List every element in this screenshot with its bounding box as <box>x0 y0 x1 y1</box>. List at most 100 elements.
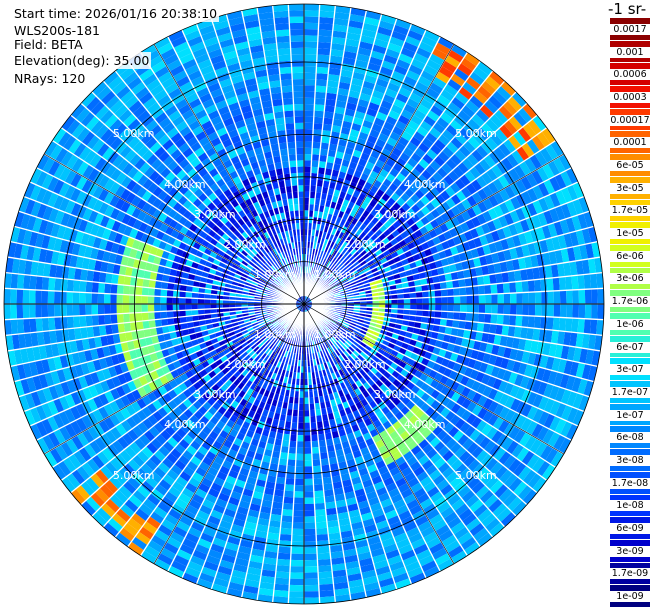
ray-cell <box>126 257 135 268</box>
ray-cell <box>136 467 150 481</box>
ray-cell <box>29 304 36 319</box>
ray-cell <box>350 444 360 453</box>
ray-cell <box>96 85 112 101</box>
ray-cell <box>149 454 162 467</box>
ray-cell <box>148 380 158 392</box>
ray-cell <box>467 476 481 490</box>
ray-cell <box>91 138 105 154</box>
ray-cell <box>157 71 173 84</box>
ray-cell <box>179 52 195 65</box>
ray-cell <box>269 86 282 95</box>
ray-cell <box>47 431 61 448</box>
ray-cell <box>258 281 266 287</box>
ray-cell <box>288 440 297 448</box>
ray-cell <box>365 331 373 339</box>
ray-cell <box>97 304 105 315</box>
ray-cell <box>59 239 69 254</box>
ray-cell <box>42 434 56 451</box>
ray-cell <box>291 528 304 536</box>
ray-cell <box>117 222 128 235</box>
ray-cell <box>104 240 114 253</box>
ray-cell <box>416 304 423 311</box>
ray-cell <box>79 315 87 328</box>
ray-cell <box>128 494 143 509</box>
ray-cell <box>235 269 243 277</box>
ray-cell <box>191 309 199 316</box>
ray-cell <box>279 414 287 422</box>
ray-cell <box>113 104 129 119</box>
ray-cell <box>96 450 110 466</box>
ray-cell <box>378 20 395 31</box>
ray-cell <box>364 458 376 468</box>
ray-cell <box>280 192 288 201</box>
ray-cell <box>408 64 424 76</box>
ray-cell <box>32 246 42 262</box>
ray-cell <box>341 343 349 351</box>
ray-cell <box>351 240 359 249</box>
ray-cell <box>222 299 230 304</box>
ray-cell <box>298 403 304 411</box>
ray-cell <box>469 95 484 109</box>
ray-cell <box>471 480 486 495</box>
ray-cell <box>368 56 384 67</box>
ray-cell <box>106 150 120 165</box>
ray-cell <box>290 553 304 561</box>
ray-cell <box>521 450 535 466</box>
ray-cell <box>260 266 267 273</box>
ray-cell <box>262 106 274 115</box>
ray-cell <box>296 447 304 454</box>
ray-cell <box>333 342 340 350</box>
ray-cell <box>221 366 230 376</box>
ray-cell <box>572 392 584 410</box>
ray-cell <box>35 420 48 438</box>
ray-cell <box>230 523 245 534</box>
ray-cell <box>428 53 445 66</box>
ray-cell <box>355 379 363 388</box>
ray-cell <box>237 218 246 227</box>
ray-cell <box>233 437 243 447</box>
ray-cell <box>137 421 149 434</box>
ray-cell <box>103 70 120 86</box>
ray-cell <box>321 244 327 252</box>
ray-cell <box>313 122 323 130</box>
ray-cell <box>131 471 146 486</box>
ray-cell <box>111 80 128 95</box>
ray-cell <box>162 193 173 205</box>
ray-cell <box>191 292 199 299</box>
ray-cell <box>278 274 285 281</box>
ray-cell <box>199 64 215 76</box>
ray-cell <box>304 591 320 598</box>
ray-cell <box>234 512 248 522</box>
ray-cell <box>219 444 231 455</box>
ray-cell <box>266 124 277 133</box>
ray-cell <box>418 158 430 170</box>
ray-cell <box>282 502 294 510</box>
ray-cell <box>204 313 212 320</box>
ray-cell <box>370 334 379 341</box>
ray-cell <box>471 391 483 404</box>
ray-cell <box>465 517 481 532</box>
ray-cell <box>416 492 430 505</box>
ray-cell <box>145 475 159 489</box>
ray-cell <box>157 395 168 407</box>
ray-cell <box>262 327 269 334</box>
ray-cell <box>293 110 304 117</box>
ray-cell <box>147 414 159 426</box>
ray-cell <box>222 547 238 558</box>
ray-cell <box>345 329 353 335</box>
ray-cell <box>515 414 527 429</box>
ray-cell <box>101 227 112 241</box>
ray-cell <box>304 122 314 130</box>
ray-cell <box>245 572 261 582</box>
ray-cell <box>104 164 117 179</box>
ray-cell <box>563 359 573 376</box>
ray-cell <box>322 117 334 125</box>
ray-cell <box>248 329 256 336</box>
ray-cell <box>386 515 401 526</box>
ray-cell <box>436 501 451 514</box>
ray-cell <box>513 480 528 497</box>
ray-cell <box>589 319 598 335</box>
ray-cell <box>147 304 155 313</box>
ray-cell <box>329 55 344 64</box>
ray-cell <box>150 437 163 450</box>
